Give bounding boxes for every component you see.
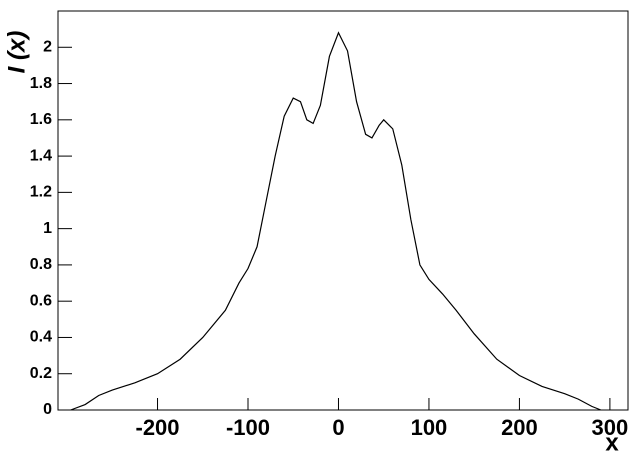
y-tick-label: 0.2 <box>30 365 52 382</box>
x-tick-label: 0 <box>332 415 344 440</box>
y-axis-title: I (x) <box>3 31 30 74</box>
y-tick-label: 1 <box>43 220 52 237</box>
y-tick-label: 1.2 <box>30 184 52 201</box>
x-tick-label: 200 <box>501 415 538 440</box>
x-axis-title: x <box>605 429 619 456</box>
y-tick-label: 0.4 <box>30 329 52 346</box>
y-tick-label: 0 <box>43 401 52 418</box>
frame <box>57 10 629 411</box>
y-tick-label: 0.8 <box>30 256 52 273</box>
y-tick-label: 2 <box>43 38 52 55</box>
y-tick-label: 1.8 <box>30 75 52 92</box>
x-tick-label: 300 <box>592 415 629 440</box>
y-tick-label: 0.6 <box>30 292 52 309</box>
x-tick-label: -100 <box>226 415 270 440</box>
x-tick-label: -200 <box>136 415 180 440</box>
y-tick-label: 1.4 <box>30 147 52 164</box>
data-line <box>70 31 602 411</box>
y-tick-label: 1.6 <box>30 111 52 128</box>
x-tick-label: 100 <box>411 415 448 440</box>
